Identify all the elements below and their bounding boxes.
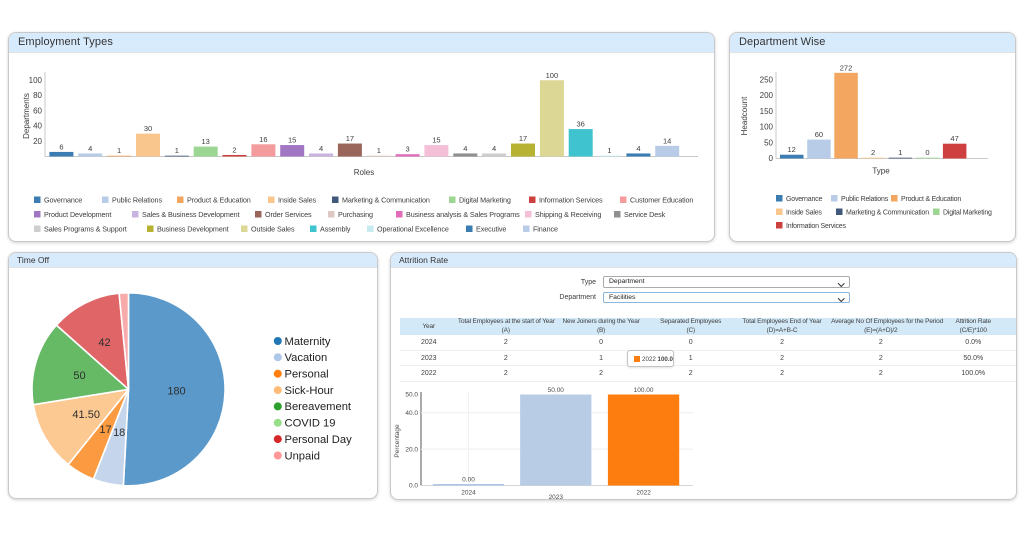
svg-text:Purchasing: Purchasing [338,210,373,219]
svg-text:250: 250 [760,75,774,84]
svg-text:2022: 2022 [636,490,651,497]
svg-text:18: 18 [113,427,125,439]
svg-text:Information Services: Information Services [539,195,603,204]
svg-text:Shipping & Receiving: Shipping & Receiving [535,210,601,219]
svg-text:Operational Excellence: Operational Excellence [377,224,449,233]
svg-text:1: 1 [377,146,381,155]
svg-text:Inside Sales: Inside Sales [278,195,316,204]
svg-text:4: 4 [636,144,640,153]
svg-text:0.00: 0.00 [462,477,475,484]
svg-text:50.0: 50.0 [405,392,418,399]
svg-text:Customer Education: Customer Education [630,195,693,204]
svg-text:36: 36 [577,120,585,129]
svg-text:6: 6 [59,142,63,151]
svg-text:Product & Education: Product & Education [901,196,961,203]
svg-text:Assembly: Assembly [320,224,351,233]
svg-text:Product & Education: Product & Education [187,195,251,204]
svg-text:1: 1 [117,146,121,155]
svg-text:Product Development: Product Development [44,210,111,219]
svg-text:20: 20 [33,137,42,146]
svg-text:15: 15 [432,136,440,145]
svg-text:17: 17 [99,424,111,436]
svg-text:20.0: 20.0 [405,446,418,453]
svg-text:12: 12 [788,145,796,154]
svg-text:Unpaid: Unpaid [285,450,320,462]
svg-text:180: 180 [167,385,185,397]
svg-text:200: 200 [760,91,774,100]
svg-text:50.00: 50.00 [548,387,565,394]
svg-text:Bereavement: Bereavement [285,401,352,413]
svg-text:Roles: Roles [354,168,374,177]
svg-text:150: 150 [760,107,774,116]
svg-text:4: 4 [463,144,467,153]
svg-text:Governance: Governance [44,195,82,204]
svg-text:Marketing & Communication: Marketing & Communication [846,209,929,216]
svg-text:Personal Day: Personal Day [285,434,353,446]
svg-text:60: 60 [815,130,823,139]
svg-text:80: 80 [33,91,42,100]
svg-text:15: 15 [288,136,296,145]
svg-text:Marketing & Communication: Marketing & Communication [342,195,430,204]
svg-text:50: 50 [764,138,773,147]
svg-text:COVID 19: COVID 19 [285,418,336,430]
svg-text:Information Services: Information Services [786,223,847,230]
svg-text:1: 1 [175,146,179,155]
svg-text:0: 0 [925,148,929,157]
svg-text:100: 100 [29,76,43,85]
svg-text:Type: Type [872,167,890,176]
svg-text:Vacation: Vacation [285,352,328,364]
svg-text:1: 1 [898,148,902,157]
svg-text:Departments: Departments [22,93,31,139]
svg-text:Personal: Personal [285,369,329,381]
svg-text:Public Relations: Public Relations [841,196,889,203]
svg-text:100: 100 [546,71,559,80]
svg-text:50: 50 [73,370,85,382]
svg-text:100.00: 100.00 [634,387,654,394]
svg-text:1: 1 [607,146,611,155]
svg-text:Sales & Business Development: Sales & Business Development [142,210,240,219]
svg-text:4: 4 [319,144,323,153]
svg-text:Headcount: Headcount [740,96,749,135]
svg-text:Business Development: Business Development [157,224,229,233]
svg-text:13: 13 [202,137,210,146]
svg-text:Finance: Finance [533,224,558,233]
svg-text:Digital Marketing: Digital Marketing [943,209,992,216]
svg-text:47: 47 [950,134,958,143]
svg-text:Sales Programs & Support: Sales Programs & Support [44,224,127,233]
svg-text:17: 17 [519,134,527,143]
svg-text:Percentage: Percentage [394,424,401,458]
svg-text:30: 30 [144,124,152,133]
svg-text:Public Relations: Public Relations [112,195,162,204]
svg-text:3: 3 [406,145,410,154]
svg-text:4: 4 [88,144,92,153]
svg-text:0.0: 0.0 [409,483,418,490]
svg-text:Digital Marketing: Digital Marketing [459,195,511,204]
svg-text:4: 4 [492,144,496,153]
svg-text:17: 17 [346,134,354,143]
svg-text:14: 14 [663,136,671,145]
svg-text:Business analysis & Sales Prog: Business analysis & Sales Programs [406,210,520,219]
svg-text:40.0: 40.0 [405,410,418,417]
svg-text:Governance: Governance [786,196,822,203]
svg-text:42: 42 [98,337,110,349]
svg-text:100: 100 [760,123,774,132]
svg-text:2023: 2023 [549,494,564,500]
svg-text:40: 40 [33,122,42,131]
svg-text:2: 2 [871,148,875,157]
svg-text:Sick-Hour: Sick-Hour [285,385,334,397]
svg-text:0: 0 [769,154,774,163]
svg-text:41.50: 41.50 [72,409,100,421]
svg-text:16: 16 [259,135,267,144]
svg-text:2: 2 [232,146,236,155]
svg-text:Executive: Executive [476,224,506,233]
svg-text:Inside Sales: Inside Sales [786,209,822,216]
svg-text:Service Desk: Service Desk [624,210,666,219]
svg-text:Outside Sales: Outside Sales [251,224,295,233]
svg-text:272: 272 [840,63,853,72]
svg-text:2024: 2024 [461,490,476,497]
svg-text:Maternity: Maternity [285,336,331,348]
svg-text:60: 60 [33,107,42,116]
svg-text:Order Services: Order Services [265,210,312,219]
